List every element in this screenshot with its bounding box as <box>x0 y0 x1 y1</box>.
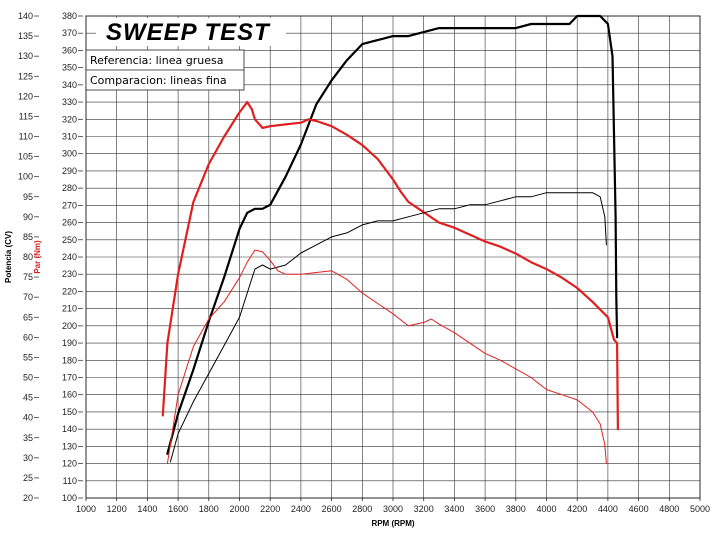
y-right-tick-label: 190 <box>62 338 77 348</box>
y-left-tick-label: 80 <box>23 252 33 262</box>
y-left-tick-label: 100 <box>18 172 33 182</box>
x-tick-label: 2000 <box>229 504 249 514</box>
x-axis-label: RPM (RPM) <box>371 519 414 528</box>
y-left-tick-label: 95 <box>23 192 33 202</box>
y-left-tick-label: 90 <box>23 212 33 222</box>
x-tick-label: 3000 <box>383 504 403 514</box>
y-left-tick-label: 30 <box>23 453 33 463</box>
y-right-tick-label: 340 <box>62 80 77 90</box>
series-power-thick <box>166 14 619 455</box>
y-right-tick-label: 370 <box>62 28 77 38</box>
y-right-tick-label: 100 <box>62 493 77 503</box>
chart-title: SWEEP TEST <box>106 19 271 46</box>
x-tick-label: 1400 <box>137 504 157 514</box>
y-left-tick-label: 125 <box>18 71 33 81</box>
y-left-tick-label: 140 <box>18 11 33 21</box>
y-left-tick-label: 20 <box>23 493 33 503</box>
legend-item-reference: Referencia: linea gruesa <box>90 54 223 67</box>
x-tick-label: 1200 <box>107 504 127 514</box>
y-left-tick-label: 35 <box>23 433 33 443</box>
series-torque-thin <box>166 249 607 465</box>
x-tick-label: 5000 <box>690 504 710 514</box>
x-tick-label: 2400 <box>291 504 311 514</box>
y-right-tick-label: 200 <box>62 321 77 331</box>
y-right-axis-label: Par (Nm) <box>33 240 42 274</box>
x-tick-label: 3800 <box>506 504 526 514</box>
y-left-axis-ticks: 20 25 30 35 40 45 50 55 60 65 70 75 80 85 90 95 100 105 11… <box>18 11 39 503</box>
y-right-tick-label: 360 <box>62 45 77 55</box>
legend-item-comparison: Comparacion: lineas fina <box>90 74 227 87</box>
y-left-tick-label: 45 <box>23 393 33 403</box>
y-left-tick-label: 110 <box>19 132 33 142</box>
y-right-tick-label: 310 <box>62 132 77 142</box>
y-left-tick-label: 120 <box>18 91 33 101</box>
y-left-tick-label: 40 <box>23 413 33 423</box>
y-right-tick-label: 330 <box>62 97 77 107</box>
y-right-tick-label: 140 <box>62 424 77 434</box>
y-right-tick-label: 170 <box>62 373 77 383</box>
y-right-tick-label: 250 <box>62 235 77 245</box>
y-right-tick-label: 240 <box>62 252 77 262</box>
y-left-tick-label: 75 <box>23 272 33 282</box>
y-left-tick-label: 115 <box>19 111 33 121</box>
y-left-tick-label: 130 <box>18 51 33 61</box>
y-right-tick-label: 350 <box>62 63 77 73</box>
y-left-tick-label: 85 <box>23 232 33 242</box>
y-left-tick-label: 135 <box>18 31 33 41</box>
y-left-tick-label: 105 <box>18 152 33 162</box>
y-right-tick-label: 220 <box>62 286 77 296</box>
x-tick-label: 2200 <box>260 504 280 514</box>
y-right-tick-label: 120 <box>62 459 77 469</box>
y-left-tick-label: 55 <box>23 352 33 362</box>
x-tick-label: 3200 <box>414 504 434 514</box>
y-right-tick-label: 210 <box>62 304 77 314</box>
y-right-tick-label: 130 <box>62 441 77 451</box>
y-right-tick-label: 260 <box>62 218 77 228</box>
x-tick-label: 4600 <box>629 504 649 514</box>
y-left-tick-label: 25 <box>23 473 33 483</box>
y-right-tick-label: 180 <box>62 355 77 365</box>
y-right-tick-label: 230 <box>62 269 77 279</box>
y-right-tick-label: 300 <box>62 149 77 159</box>
series-power-thin <box>169 192 607 463</box>
series-torque-thick <box>161 100 620 431</box>
y-right-tick-label: 280 <box>62 183 77 193</box>
y-left-tick-label: 70 <box>23 292 33 302</box>
y-left-tick-label: 65 <box>23 312 33 322</box>
y-right-tick-label: 150 <box>62 407 77 417</box>
x-tick-label: 2600 <box>322 504 342 514</box>
y-right-axis-ticks: 100 110 120 130 140 150 160 170 180 190 200 210 220 2… <box>62 11 83 503</box>
x-axis-ticks: 1000 1200 1400 1600 1800 2000 2200 2400 2600 2800… <box>76 498 710 514</box>
x-tick-label: 4400 <box>598 504 618 514</box>
y-right-tick-label: 320 <box>62 114 77 124</box>
x-tick-label: 3400 <box>444 504 464 514</box>
y-left-tick-label: 50 <box>23 373 33 383</box>
y-right-tick-label: 270 <box>62 200 77 210</box>
x-tick-label: 4000 <box>536 504 556 514</box>
y-right-tick-label: 110 <box>63 476 77 486</box>
x-tick-label: 2800 <box>352 504 372 514</box>
x-tick-label: 4200 <box>567 504 587 514</box>
y-right-tick-label: 160 <box>62 390 77 400</box>
legend: Referencia: linea gruesa Comparacion: li… <box>85 49 245 91</box>
x-tick-label: 1000 <box>76 504 96 514</box>
x-tick-label: 1800 <box>199 504 219 514</box>
title-background <box>96 18 286 46</box>
x-tick-label: 1600 <box>168 504 188 514</box>
y-right-tick-label: 380 <box>62 11 77 21</box>
y-right-tick-label: 290 <box>62 166 77 176</box>
y-left-axis-label: Potencia (CV) <box>4 231 13 283</box>
series-group <box>161 14 620 465</box>
x-tick-label: 4800 <box>659 504 679 514</box>
y-left-tick-label: 60 <box>23 332 33 342</box>
x-tick-label: 3600 <box>475 504 495 514</box>
